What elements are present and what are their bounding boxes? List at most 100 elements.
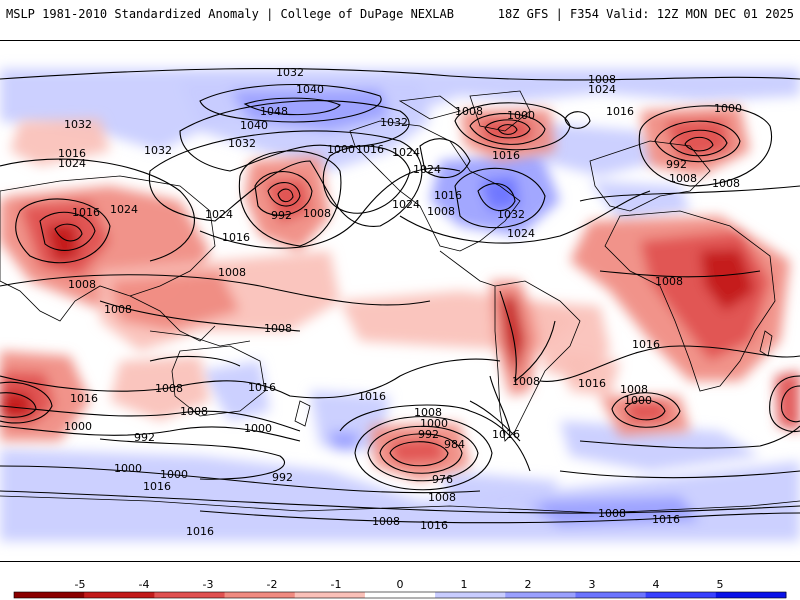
isobar-label: 1016 (434, 189, 462, 202)
colorbar-tick-label: -1 (331, 578, 342, 591)
east-edge-low-anomaly (775, 371, 800, 431)
isobar-label: 1024 (392, 146, 420, 159)
isobar-label: 1000 (160, 468, 188, 481)
north-america-coast (349, 120, 521, 252)
positive-anomaly-layer (0, 69, 800, 541)
isobar-pacific-west-low-2 (0, 392, 37, 418)
australia-coast (171, 345, 266, 417)
colorbar-segment (435, 592, 506, 598)
colorbar-tick-label: 0 (397, 578, 404, 591)
isobar-label: 1000 (420, 417, 448, 430)
isobar-label: 1008 (414, 406, 442, 419)
isobar-label: 1016 (492, 428, 520, 441)
europe-high-anomaly (590, 181, 690, 221)
isobar-label: 1048 (260, 105, 288, 118)
isobar-1024-pacific (148, 130, 423, 227)
australia-anomaly (110, 356, 210, 421)
isobar-label: 1000 (507, 109, 535, 122)
asia-anomaly (110, 271, 240, 331)
isobar-label: 1016 (222, 231, 250, 244)
isobar-1016-europe (579, 185, 800, 202)
isobar-label: 1016 (632, 338, 660, 351)
isobar-na-high-1 (322, 145, 411, 214)
header-right-title: 18Z GFS | F354 Valid: 12Z MON DEC 01 202… (497, 7, 794, 21)
south-pacific-high-anomaly (200, 361, 270, 421)
isobar-label: 1016 (72, 206, 100, 219)
isobar-label: 1024 (413, 163, 441, 176)
africa-core-2 (700, 249, 755, 311)
isobar-1032-north (0, 68, 800, 81)
isobars (0, 68, 800, 524)
isobar-1040 (199, 83, 382, 123)
south-america-coast (494, 280, 581, 442)
isobar-1016-atlantic (399, 190, 651, 244)
isobar-arctic-low-3 (684, 136, 714, 152)
isobar-label: 1008 (712, 177, 740, 190)
isobar-1016-sa-south (469, 400, 521, 442)
isobar-label: 1032 (276, 66, 304, 79)
anomaly-map: 1032 1040 1048 1040 1032 1032 1024 1032 … (0, 41, 800, 561)
isobar-aleutian-low-1 (254, 171, 313, 216)
colorbar-segment (154, 592, 226, 598)
isobar-1016-pacific (199, 167, 461, 249)
isobar-south-pacific-low-4 (354, 416, 493, 491)
isobar-label: 1024 (58, 157, 86, 170)
isobar-992-indian (579, 425, 800, 449)
isobar-label: 1016 (143, 480, 171, 493)
isobar-label: 1008 (218, 266, 246, 279)
greenland-high-anomaly (520, 121, 660, 176)
isobar-label: 984 (444, 438, 465, 451)
colorbar-tick-label: 1 (461, 578, 468, 591)
isobar-south-pacific-low-2 (379, 433, 463, 474)
south-pacific-low-core (390, 439, 445, 463)
isobar-label: 1032 (144, 144, 172, 157)
isobar-1016-antarctic (0, 490, 800, 514)
isobar-1008-aleutian (238, 150, 342, 247)
colorbar-tick-label: -5 (75, 578, 86, 591)
colorbar-segment (14, 592, 85, 598)
colorbar-segment (645, 592, 717, 598)
isobar-south-atlantic-low-1 (624, 399, 666, 421)
isobar-label: 1016 (248, 381, 276, 394)
isobar-label: 1040 (240, 119, 268, 132)
isobar-label: 1008 (303, 207, 331, 220)
isobar-label: 1024 (588, 83, 616, 96)
isobar-label: 1032 (228, 137, 256, 150)
isobar-1008-arctic (638, 105, 773, 187)
eastern-us-high-core (480, 176, 520, 211)
arctic-islands-coast (398, 95, 461, 120)
isobar-label: 1008 (428, 491, 456, 504)
colorbar-tick-label: -4 (139, 578, 150, 591)
colorbar-segment (505, 592, 576, 598)
isobar-1008-antarctic (199, 510, 800, 524)
isobar-aleutian-low-2 (267, 182, 301, 207)
north-asia-anomaly (10, 119, 110, 166)
colorbar-tick-label: 3 (589, 578, 596, 591)
isobar-pacific-west-low-1 (0, 381, 53, 424)
isobar-label: 1008 (427, 205, 455, 218)
south-ocean-anomaly (560, 351, 620, 396)
isobar-1016-south-1 (0, 358, 501, 399)
isobar-label: 1008 (68, 278, 96, 291)
isobar-1024-asia (0, 158, 195, 262)
isobar-south-atlantic-low-2 (611, 392, 681, 428)
antarctica-coast (0, 495, 800, 514)
isobar-label: 992 (271, 209, 292, 222)
isobar-label: 1032 (380, 116, 408, 129)
andes-core (500, 296, 525, 376)
colorbar-segments (13, 591, 787, 599)
isobar-label: 1024 (392, 198, 420, 211)
isobar-label: 1008 (598, 507, 626, 520)
colorbar-ticks: -5 -4 -3 -2 -1 0 1 2 3 4 5 (75, 578, 724, 591)
isobar-label: 1032 (64, 118, 92, 131)
isobar-label: 1016 (420, 519, 448, 532)
isobar-label: 1016 (186, 525, 214, 538)
isobar-na-high-2 (419, 138, 471, 179)
isobar-1008-south (0, 405, 301, 432)
isobar-label: 1040 (296, 83, 324, 96)
isobar-label: 1000 (64, 420, 92, 433)
isobar-1032-east-us (477, 183, 516, 212)
isobar-label: 1016 (492, 149, 520, 162)
colorbar-tick-label: 5 (717, 578, 724, 591)
isobar-siberia-low-3 (54, 223, 83, 242)
